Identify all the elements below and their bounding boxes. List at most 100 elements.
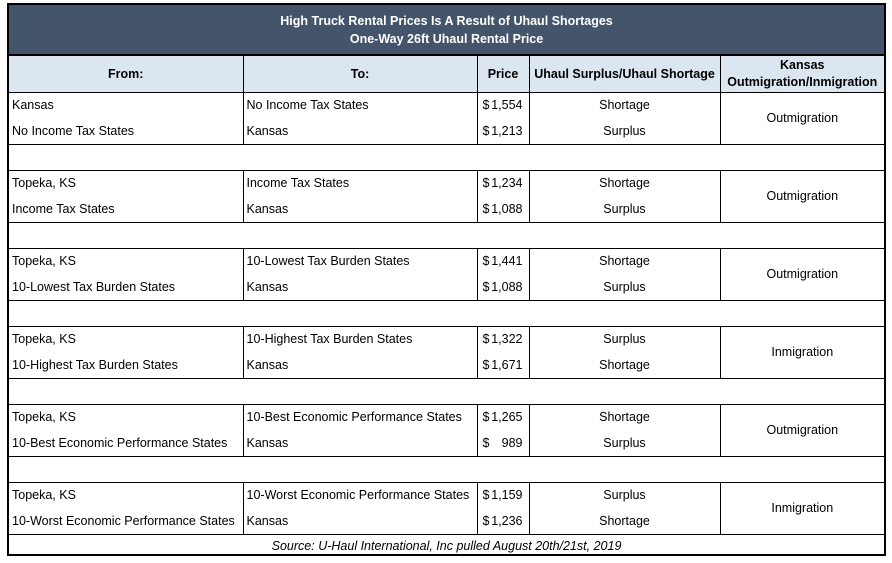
spacer-row bbox=[9, 456, 885, 483]
cell-to: No Income Tax States bbox=[243, 92, 478, 118]
price-amount: 1,441 bbox=[491, 254, 523, 269]
table-title-row: High Truck Rental Prices Is A Result of … bbox=[9, 5, 885, 56]
cell-to: 10-Highest Tax Burden States bbox=[243, 326, 478, 352]
spacer-row bbox=[9, 300, 885, 327]
price-amount: 1,213 bbox=[491, 123, 523, 138]
cell-from: 10-Best Economic Performance States bbox=[9, 430, 244, 457]
header-kansas-line-2: Outmigration/Inmigration bbox=[727, 74, 878, 89]
price-amount: 1,234 bbox=[491, 176, 523, 191]
table-row: 10-Highest Tax Burden States Kansas $1,671… bbox=[9, 352, 884, 379]
header-from: From: bbox=[9, 55, 244, 93]
cell-kansas-migration: Outmigration bbox=[720, 248, 885, 301]
price-currency: $ bbox=[482, 176, 490, 191]
cell-kansas-migration: Inmigration bbox=[720, 326, 885, 379]
cell-kansas-migration: Outmigration bbox=[720, 404, 885, 457]
price-amount: 1,159 bbox=[491, 488, 523, 503]
price-currency: $ bbox=[482, 201, 490, 216]
title-line-1: High Truck Rental Prices Is A Result of … bbox=[280, 13, 613, 28]
cell-price: $1,671 bbox=[477, 352, 530, 379]
price-amount: 1,236 bbox=[491, 513, 523, 528]
cell-status: Surplus bbox=[529, 274, 721, 301]
cell-price: $989 bbox=[477, 430, 530, 457]
cell-from: Topeka, KS bbox=[9, 326, 244, 352]
table-row: Topeka, KS 10-Best Economic Performance S… bbox=[9, 404, 885, 457]
column-header-row: From: To: Price Uhaul Surplus/Uhaul Shor… bbox=[9, 55, 885, 93]
source-row: Source: U-Haul International, Inc pulled… bbox=[9, 534, 884, 558]
header-status: Uhaul Surplus/Uhaul Shortage bbox=[529, 55, 721, 93]
spacer-cell bbox=[9, 300, 885, 327]
spacer-cell bbox=[9, 378, 885, 405]
header-price: Price bbox=[477, 55, 530, 93]
table-row: Income Tax States Kansas $1,088 Surplus bbox=[9, 196, 884, 223]
cell-from: Topeka, KS bbox=[9, 248, 244, 274]
price-amount: 1,322 bbox=[491, 332, 523, 347]
price-amount: 1,088 bbox=[491, 201, 523, 216]
cell-from: Topeka, KS bbox=[9, 170, 244, 196]
price-currency: $ bbox=[482, 98, 490, 113]
price-currency: $ bbox=[482, 410, 490, 425]
spacer-row bbox=[9, 378, 885, 405]
cell-price: $1,322 bbox=[477, 326, 530, 352]
cell-from: 10-Lowest Tax Burden States bbox=[9, 274, 244, 301]
table-row: Topeka, KS 10-Worst Economic Performance … bbox=[9, 482, 885, 535]
cell-status: Shortage bbox=[529, 170, 721, 196]
cell-price: $1,554 bbox=[477, 92, 530, 118]
cell-to: Kansas bbox=[243, 508, 478, 535]
cell-to: Income Tax States bbox=[243, 170, 478, 196]
table-row: 10-Best Economic Performance States Kansa… bbox=[9, 430, 884, 457]
cell-status: Shortage bbox=[529, 508, 721, 535]
price-currency: $ bbox=[482, 435, 490, 450]
price-amount: 1,265 bbox=[491, 410, 523, 425]
price-currency: $ bbox=[482, 488, 490, 503]
price-currency: $ bbox=[482, 332, 490, 347]
cell-to: Kansas bbox=[243, 118, 478, 145]
cell-price: $1,236 bbox=[477, 508, 530, 535]
cell-to: Kansas bbox=[243, 196, 478, 223]
cell-status: Surplus bbox=[529, 196, 721, 223]
spacer-cell bbox=[9, 144, 885, 171]
spacer-row bbox=[9, 144, 885, 171]
price-currency: $ bbox=[482, 513, 490, 528]
cell-to: Kansas bbox=[243, 352, 478, 379]
table-row: Topeka, KS Income Tax States $1,234 Shortag… bbox=[9, 170, 885, 223]
cell-price: $1,159 bbox=[477, 482, 530, 508]
cell-status: Surplus bbox=[529, 482, 721, 508]
price-currency: $ bbox=[482, 123, 490, 138]
cell-status: Surplus bbox=[529, 118, 721, 145]
cell-kansas-migration: Inmigration bbox=[720, 482, 885, 535]
price-currency: $ bbox=[482, 357, 490, 372]
table-row: 10-Worst Economic Performance States Kans… bbox=[9, 508, 884, 535]
header-kansas: Kansas Outmigration/Inmigration bbox=[720, 55, 885, 93]
cell-kansas-migration: Outmigration bbox=[720, 170, 885, 223]
cell-to: 10-Worst Economic Performance States bbox=[243, 482, 478, 508]
cell-status: Surplus bbox=[529, 430, 721, 457]
rental-price-table: High Truck Rental Prices Is A Result of … bbox=[9, 5, 885, 558]
cell-status: Shortage bbox=[529, 352, 721, 379]
title-line-2: One-Way 26ft Uhaul Rental Price bbox=[349, 31, 544, 46]
table-row: 10-Lowest Tax Burden States Kansas $1,088 S… bbox=[9, 274, 884, 301]
cell-to: Kansas bbox=[243, 430, 478, 457]
price-amount: 1,671 bbox=[491, 357, 523, 372]
cell-from: 10-Worst Economic Performance States bbox=[9, 508, 244, 535]
spacer-row bbox=[9, 222, 885, 249]
spacer-cell bbox=[9, 222, 885, 249]
cell-to: Kansas bbox=[243, 274, 478, 301]
price-currency: $ bbox=[482, 279, 490, 294]
header-kansas-line-1: Kansas bbox=[780, 57, 825, 72]
cell-price: $1,088 bbox=[477, 274, 530, 301]
table-row: No Income Tax States Kansas $1,213 Surplus bbox=[9, 118, 884, 145]
price-amount: 989 bbox=[501, 435, 523, 450]
spacer-cell bbox=[9, 456, 885, 483]
table-row: Topeka, KS 10-Lowest Tax Burden States $1,… bbox=[9, 248, 885, 301]
price-amount: 1,554 bbox=[491, 98, 523, 113]
cell-price: $1,265 bbox=[477, 404, 530, 430]
cell-status: Shortage bbox=[529, 404, 721, 430]
cell-status: Shortage bbox=[529, 248, 721, 274]
cell-price: $1,213 bbox=[477, 118, 530, 145]
cell-price: $1,088 bbox=[477, 196, 530, 223]
cell-kansas-migration: Outmigration bbox=[720, 92, 885, 145]
cell-price: $1,234 bbox=[477, 170, 530, 196]
cell-from: 10-Highest Tax Burden States bbox=[9, 352, 244, 379]
cell-status: Surplus bbox=[529, 326, 721, 352]
price-currency: $ bbox=[482, 254, 490, 269]
